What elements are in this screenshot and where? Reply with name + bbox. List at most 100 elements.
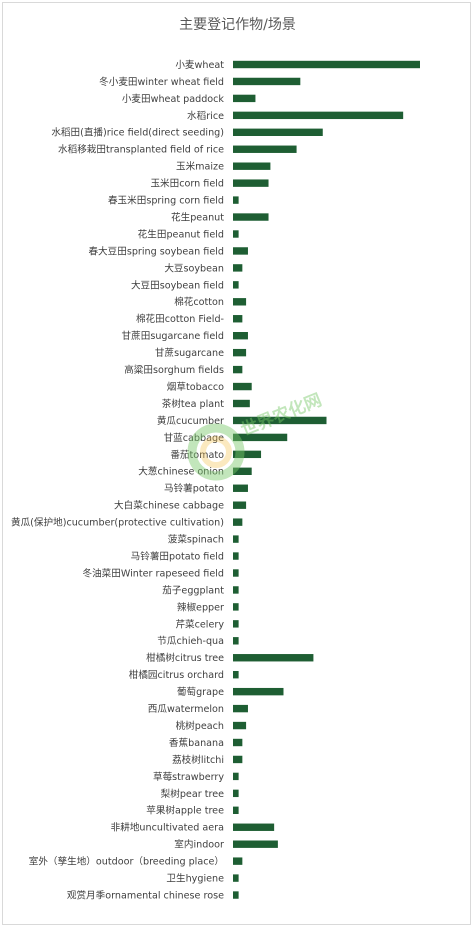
category-label: 花生田peanut field [138,228,224,240]
category-label: 室外（孳生地）outdoor（breeding place） [29,856,224,868]
category-label: 观赏月季ornamental chinese rose [67,889,224,901]
bar [233,484,248,492]
bar [233,721,247,730]
bar [233,60,420,69]
category-label: 黄瓜cucumber [157,415,224,427]
category-labels: 小麦wheat 冬小麦田winter wheat field 小麦田wheat pa… [11,59,224,902]
category-label: 西瓜watermelon [148,704,224,715]
bar [233,704,248,713]
category-label: 花生peanut [171,211,224,223]
bar [233,179,269,187]
bar [233,586,239,594]
bar [233,196,239,204]
bar [233,603,239,611]
bar [233,518,243,526]
category-label: 桃树peach [176,720,224,732]
category-label: 茶树tea plant [162,398,224,410]
category-label: 甘蓝cabbage [164,432,224,444]
bar [233,620,239,628]
category-label: 柑橘树citrus tree [146,652,224,664]
category-label: 荔枝树litchi [172,754,224,766]
category-label: 烟草tobacco [167,381,224,393]
bar [233,840,278,848]
bar [233,111,404,120]
category-label: 室内indoor [174,839,224,851]
bar [233,501,247,509]
bar [233,399,250,408]
category-label: 水稻移栽田transplanted field of rice [58,144,224,156]
category-label: 玉米田corn field [150,178,224,190]
category-label: 甘蔗田sugarcane field [122,330,224,342]
category-label: 芹菜celery [175,618,224,630]
category-label: 小麦wheat [175,59,224,71]
category-label: 马铃薯田potato field [131,550,224,562]
category-label: 节瓜chieh-qua [157,636,224,647]
category-label: 春大豆田spring soybean field [88,245,224,257]
chart-title: 主要登记作物/场景 [179,17,296,33]
category-label: 棉花田cotton Field- [136,313,224,325]
bar [233,281,239,289]
category-label: 草莓strawberry [153,771,224,783]
bar [233,128,323,136]
bar [233,450,262,459]
category-label: 菠菜spinach [168,534,224,546]
bar [233,535,239,543]
bar [233,637,239,645]
bar [233,332,248,340]
bar [233,806,239,814]
bar [233,348,247,357]
category-label: 水稻rice [187,110,224,122]
category-label: 大白菜chinese cabbage [114,500,224,512]
category-label: 甘蔗sugarcane [155,347,224,359]
category-label: 玉米maize [176,161,224,173]
bars-layer [233,60,420,899]
category-label: 大葱chinese onion [138,466,224,478]
category-label: 苹果树apple tree [146,805,224,817]
category-label: 马铃薯potato [164,483,224,495]
bar [233,247,248,255]
category-label: 番茄tomato [170,449,224,461]
watermark-text: 世界农化网 [238,389,325,440]
category-label: 黄瓜(保护地)cucumber(protective cultivation) [11,517,224,529]
category-label: 柑橘园citrus orchard [129,669,224,681]
bar [233,687,284,696]
bar [233,162,271,170]
bar [233,94,256,103]
bar [233,77,301,86]
bar [233,552,239,560]
category-label: 非耕地uncultivated aera [111,822,224,834]
category-label: 葡萄grape [177,686,224,698]
bar [233,433,288,442]
category-label: 春玉米田spring corn field [108,195,224,207]
bar [233,298,247,306]
bar [233,857,243,865]
category-label: 辣椒epper [177,601,224,613]
bar [233,416,327,425]
category-label: 茄子eggplant [162,584,224,596]
category-label: 冬油菜田Winter rapeseed field [82,567,224,579]
category-label: 大豆soybean [164,262,224,274]
bar [233,213,269,221]
category-label: 梨树pear tree [161,788,224,800]
category-label: 高粱田sorghum fields [124,364,224,376]
bar [233,315,243,323]
bar [233,467,252,475]
category-label: 大豆田soybean field [131,279,224,291]
bar [233,772,239,781]
bar [233,823,275,831]
category-label: 卫生hygiene [166,873,224,885]
category-label: 棉花cotton [174,296,224,308]
category-label: 水稻田(直播)rice field(direct seeding) [51,127,224,139]
category-label: 香蕉banana [169,737,224,749]
bar [233,671,239,679]
category-label: 冬小麦田winter wheat field [99,76,224,88]
bar [233,569,239,577]
bar [233,755,243,764]
bar [233,264,243,272]
bar [233,891,239,899]
bar [233,789,239,798]
bar [233,654,314,662]
bar [233,145,297,153]
